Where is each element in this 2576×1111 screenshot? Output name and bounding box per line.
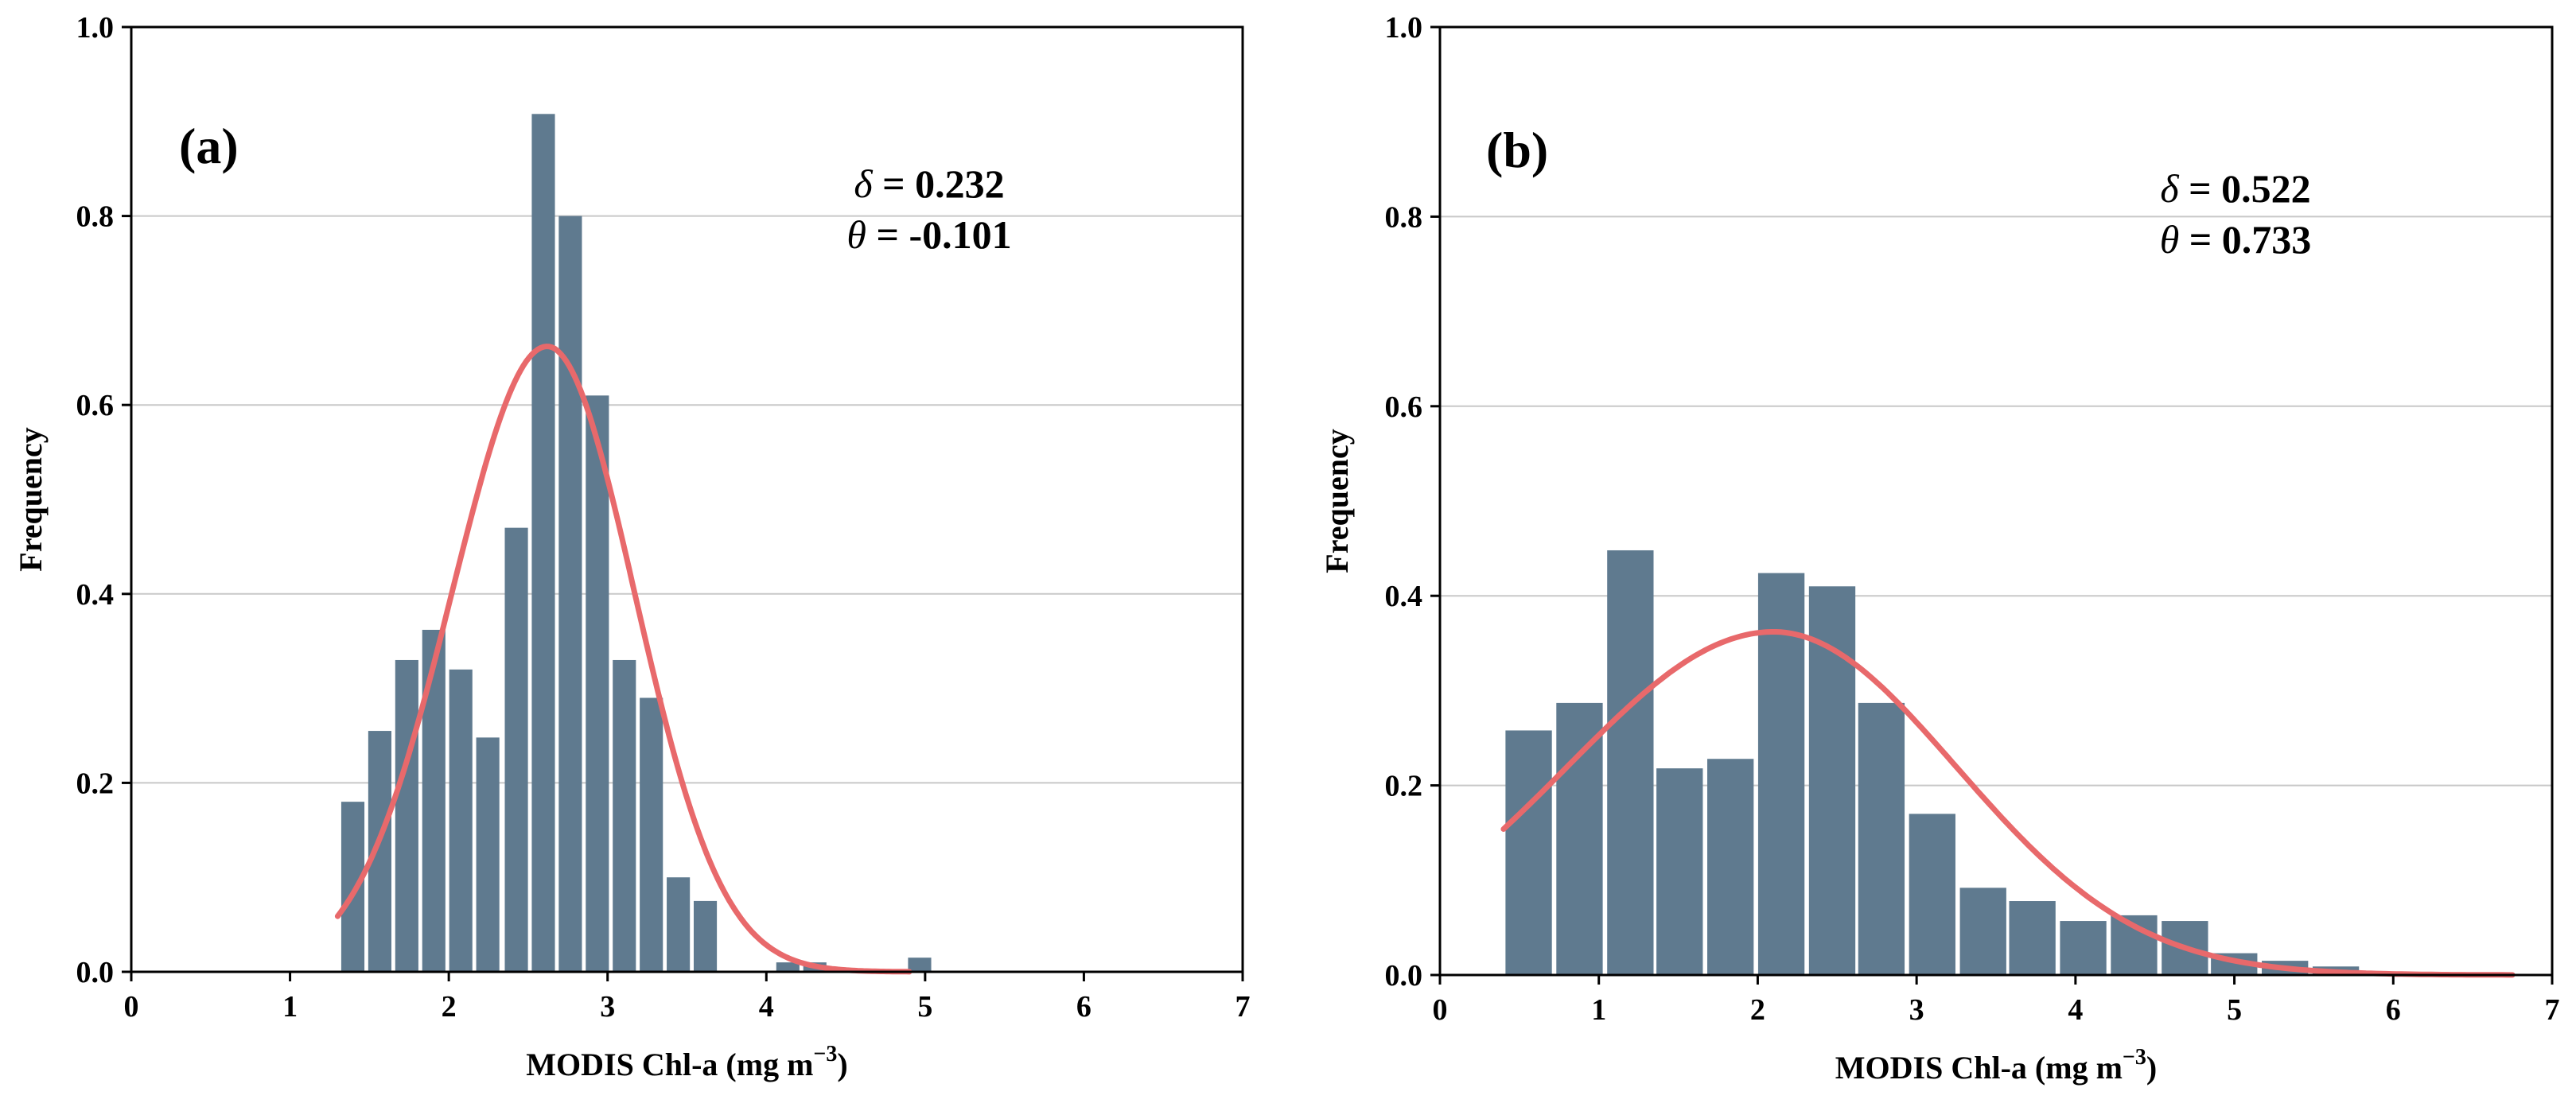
histogram-bar bbox=[340, 802, 365, 972]
histogram-bar bbox=[1607, 550, 1654, 975]
histogram-bar bbox=[2060, 921, 2107, 975]
histogram-bar bbox=[693, 900, 718, 972]
histogram-bar bbox=[1909, 814, 1955, 975]
y-tick-label: 0.6 bbox=[1385, 390, 1423, 424]
x-axis-title-exponent: −3 bbox=[2123, 1045, 2146, 1070]
histogram-bar bbox=[1808, 586, 1856, 975]
x-tick-label: 5 bbox=[2227, 993, 2242, 1027]
y-tick-label: 0.2 bbox=[76, 767, 115, 800]
histogram-bar bbox=[640, 697, 663, 972]
histogram-bar bbox=[504, 527, 528, 972]
fitted-curve bbox=[1500, 629, 2516, 978]
histogram-bar bbox=[1556, 702, 1603, 975]
y-axis-title: Frequency bbox=[1319, 429, 1355, 573]
x-tick-label: 2 bbox=[1750, 993, 1765, 1027]
x-axis-title-exponent: −3 bbox=[813, 1042, 837, 1066]
axes-frame bbox=[1438, 25, 2554, 977]
theta-annotation: θ = -0.101 bbox=[846, 212, 1011, 257]
histogram-bar bbox=[1959, 888, 2006, 975]
axes-frame bbox=[130, 25, 1244, 973]
delta-symbol: δ bbox=[854, 161, 873, 206]
x-axis-title-main: MODIS Chl-a (mg m bbox=[1835, 1050, 2123, 1086]
x-tick-label: 7 bbox=[2545, 993, 2560, 1027]
x-tick-label: 3 bbox=[1909, 993, 1924, 1027]
y-axis-title: Frequency bbox=[13, 427, 49, 571]
delta-annotation: δ = 0.522 bbox=[2160, 166, 2310, 211]
histogram-bar bbox=[1505, 730, 1552, 975]
x-tick-label: 7 bbox=[1235, 990, 1251, 1024]
delta-value: = 0.232 bbox=[873, 161, 1005, 206]
y-tick-label: 0.0 bbox=[1385, 959, 1423, 993]
x-axis-title-main: MODIS Chl-a (mg m bbox=[526, 1047, 813, 1082]
histogram-bar bbox=[422, 629, 446, 972]
x-axis-title-close: ) bbox=[2146, 1050, 2157, 1086]
histogram-bar bbox=[1757, 573, 1805, 975]
histogram-bar bbox=[776, 962, 800, 972]
histogram-bar bbox=[558, 216, 582, 973]
panel-label: (b) bbox=[1486, 122, 1548, 178]
x-tick-label: 1 bbox=[1591, 993, 1606, 1027]
histogram-bar bbox=[613, 659, 636, 972]
x-tick-label: 5 bbox=[917, 990, 932, 1024]
theta-annotation: θ = 0.733 bbox=[2160, 217, 2312, 262]
panel-b: 0 1 2 3 4 5 6 7 0.0 0.2 0.4 0.6 0.8 1.0 Frequency MODIS… bbox=[1319, 11, 2560, 1086]
theta-symbol: θ bbox=[846, 212, 866, 257]
x-tick-label: 4 bbox=[2068, 993, 2083, 1027]
x-tick-label: 4 bbox=[759, 990, 774, 1024]
x-axis-title-close: ) bbox=[837, 1047, 847, 1082]
theta-value: = -0.101 bbox=[866, 212, 1012, 257]
delta-annotation: δ = 0.232 bbox=[854, 161, 1004, 206]
theta-symbol: θ bbox=[2160, 217, 2180, 262]
x-tick-label: 1 bbox=[282, 990, 298, 1024]
x-tick-label: 3 bbox=[600, 990, 615, 1024]
x-axis-title: MODIS Chl-a (mg m−3) bbox=[526, 1042, 847, 1082]
y-tick-label: 0.6 bbox=[76, 389, 115, 422]
panel-a: 0 1 2 3 4 5 6 7 0.0 0.2 0.4 0.6 0.8 1.0 Frequency MODIS… bbox=[13, 11, 1251, 1082]
histogram-bar bbox=[908, 958, 932, 972]
histogram-bar bbox=[449, 669, 473, 972]
histogram-bar bbox=[476, 737, 500, 972]
y-tick-label: 0.4 bbox=[76, 578, 115, 612]
x-tick-label: 2 bbox=[442, 990, 457, 1024]
x-tick-label: 0 bbox=[1433, 993, 1448, 1027]
y-tick-label: 0.4 bbox=[1385, 580, 1423, 613]
histogram-bar bbox=[1707, 759, 1754, 975]
histogram-bar bbox=[1656, 768, 1703, 975]
x-axis-title: MODIS Chl-a (mg m−3) bbox=[1835, 1045, 2157, 1086]
x-tick-label: 0 bbox=[124, 990, 139, 1024]
histogram-bar bbox=[586, 395, 609, 972]
delta-symbol: δ bbox=[2160, 166, 2179, 211]
panel-label: (a) bbox=[179, 118, 239, 174]
histogram-bar bbox=[1858, 702, 1905, 975]
histogram-bar bbox=[395, 659, 418, 972]
y-tick-label: 0.2 bbox=[1385, 770, 1423, 803]
histogram-bar bbox=[667, 877, 691, 972]
y-tick-label: 0.0 bbox=[76, 956, 115, 989]
y-tick-label: 1.0 bbox=[1385, 11, 1423, 45]
histogram-bar bbox=[531, 114, 555, 972]
theta-value: = 0.733 bbox=[2179, 217, 2311, 262]
delta-value: = 0.522 bbox=[2179, 166, 2311, 211]
histogram-bar bbox=[2009, 901, 2056, 975]
x-tick-label: 6 bbox=[2386, 993, 2401, 1027]
y-tick-label: 1.0 bbox=[76, 11, 115, 45]
fitted-curve bbox=[334, 344, 912, 975]
y-tick-label: 0.8 bbox=[1385, 200, 1423, 234]
y-tick-label: 0.8 bbox=[76, 200, 115, 234]
x-tick-label: 6 bbox=[1076, 990, 1091, 1024]
